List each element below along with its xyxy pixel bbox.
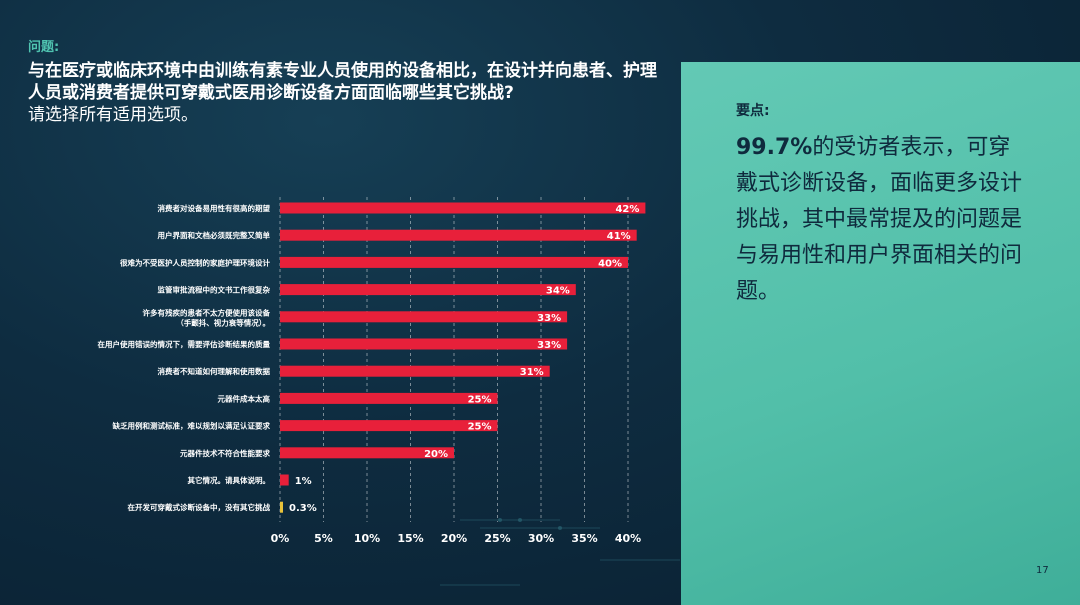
x-tick-label: 0% bbox=[271, 532, 290, 545]
category-label: 在用户使用错误的情况下，需要评估诊断结果的质量 bbox=[98, 339, 271, 349]
data-label: 31% bbox=[520, 367, 544, 378]
data-label: 1% bbox=[295, 476, 312, 487]
bar bbox=[280, 311, 568, 323]
bar bbox=[280, 420, 498, 432]
question-main: 与在医疗或临床环境中由训练有素专业人员使用的设备相比，在设计并向患者、护理人员或… bbox=[28, 61, 657, 103]
data-label: 20% bbox=[424, 449, 448, 460]
category-label: 其它情况。请具体说明。 bbox=[188, 475, 271, 485]
bar bbox=[280, 501, 283, 513]
category-label: 消费者对设备易用性有很高的期望 bbox=[158, 203, 271, 213]
data-label: 33% bbox=[537, 340, 561, 351]
bar bbox=[280, 365, 550, 377]
category-label: 监管审批流程中的文书工作很复杂 bbox=[158, 285, 271, 295]
x-tick-label: 10% bbox=[354, 532, 380, 545]
data-label: 25% bbox=[468, 394, 492, 405]
page-number: 17 bbox=[1036, 565, 1049, 576]
bar bbox=[280, 447, 454, 459]
bar bbox=[280, 256, 628, 268]
key-points-panel: 要点: 99.7%的受访者表示，可穿戴式诊断设备，面临更多设计挑战，其中最常提及… bbox=[681, 62, 1080, 605]
bar-chart: 0% 5% 10% 15% 20% 25% 30% 35% 40% 消费者对设备易用性有很高的期望… bbox=[98, 197, 646, 545]
category-label: 元器件成本太高 bbox=[218, 393, 271, 403]
category-label: 许多有残疾的患者不太方便使用该设备 bbox=[143, 307, 271, 317]
bar bbox=[280, 229, 637, 241]
category-label: 缺乏用例和测试标准，难以规划以满足认证要求 bbox=[112, 421, 271, 431]
data-label: 25% bbox=[468, 422, 492, 433]
data-label: 40% bbox=[598, 258, 622, 269]
data-label: 42% bbox=[615, 204, 639, 215]
key-points-title: 要点: bbox=[736, 103, 770, 119]
bar bbox=[280, 202, 646, 214]
key-points-body: 的受访者表示，可穿戴式诊断设备，面临更多设计挑战，其中最常提及的问题是与易用性和… bbox=[736, 135, 1023, 304]
bar bbox=[280, 284, 576, 296]
x-tick-label: 15% bbox=[397, 532, 423, 545]
bar bbox=[280, 474, 289, 486]
data-label: 41% bbox=[607, 231, 631, 242]
key-points-highlight: 99.7% bbox=[736, 135, 813, 160]
question-note: 请选择所有适用选项。 bbox=[28, 105, 198, 125]
x-tick-label: 25% bbox=[484, 532, 510, 545]
data-label: 34% bbox=[546, 286, 570, 297]
category-label: 消费者不知道如何理解和使用数据 bbox=[158, 366, 271, 376]
bar bbox=[280, 338, 568, 350]
x-tick-label: 35% bbox=[571, 532, 597, 545]
question-text: 与在医疗或临床环境中由训练有素专业人员使用的设备相比，在设计并向患者、护理人员或… bbox=[28, 60, 668, 126]
x-tick-label: 5% bbox=[314, 532, 333, 545]
x-tick-label: 40% bbox=[615, 532, 641, 545]
category-label: 在开发可穿戴式诊断设备中，没有其它挑战 bbox=[128, 502, 271, 512]
data-label: 0.3% bbox=[289, 503, 317, 514]
category-label: 很难为不受医护人员控制的家庭护理环境设计 bbox=[119, 257, 270, 267]
category-label: 元器件技术不符合性能要求 bbox=[180, 448, 270, 458]
category-label: （手颤抖、视力衰等情况）。 bbox=[176, 317, 270, 327]
category-label: 用户界面和文档必须既完整又简单 bbox=[158, 230, 271, 240]
x-tick-label: 20% bbox=[441, 532, 467, 545]
question-label: 问题: bbox=[28, 40, 60, 55]
x-tick-label: 30% bbox=[528, 532, 554, 545]
key-points-text: 99.7%的受访者表示，可穿戴式诊断设备，面临更多设计挑战，其中最常提及的问题是… bbox=[736, 130, 1026, 310]
bar bbox=[280, 392, 498, 404]
data-label: 33% bbox=[537, 313, 561, 324]
